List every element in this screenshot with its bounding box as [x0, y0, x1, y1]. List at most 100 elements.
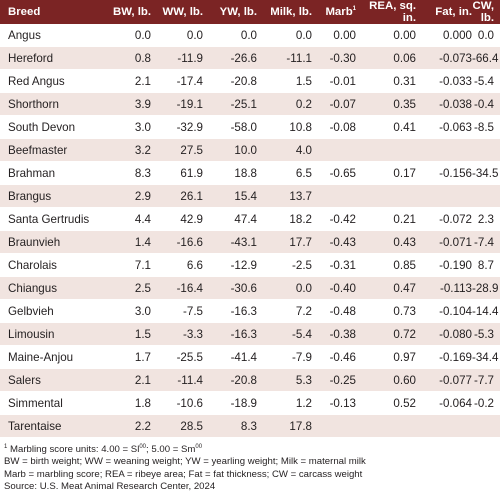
- column-header-ww: WW, lb.: [151, 0, 203, 24]
- cell-rea: 0.60: [356, 368, 416, 392]
- cell-yw: -12.9: [203, 253, 257, 277]
- table-row: Shorthorn 3.9 -19.1 -25.1 0.2 -0.07 0.35 -0.038…: [0, 92, 500, 116]
- cell-yw: -43.1: [203, 230, 257, 254]
- cell-milk: 18.2: [257, 207, 312, 231]
- cell-cw: -66.4: [472, 46, 500, 70]
- cell-fat: -0.064: [416, 391, 472, 415]
- cell-fat: -0.104: [416, 299, 472, 323]
- cell-cw: -7.4: [472, 230, 500, 254]
- table-row: Simmental 1.8 -10.6 -18.9 1.2 -0.13 0.52 -0.064…: [0, 391, 500, 415]
- marbling-note-mid: ; 5.00 = Sm: [146, 444, 196, 456]
- cell-ww: -17.4: [151, 69, 203, 93]
- cell-milk: 0.0: [257, 276, 312, 300]
- cell-breed: Gelbvieh: [0, 299, 112, 323]
- cell-rea: 0.35: [356, 92, 416, 116]
- cell-milk: 17.8: [257, 414, 312, 438]
- cell-breed: Shorthorn: [0, 92, 112, 116]
- cell-yw: -26.6: [203, 46, 257, 70]
- cell-fat: -0.072: [416, 207, 472, 231]
- cell-ww: -16.4: [151, 276, 203, 300]
- cell-ww: 27.5: [151, 138, 203, 162]
- cell-bw: 0.8: [112, 46, 151, 70]
- table-row: Charolais 7.1 6.6 -12.9 -2.5 -0.31 0.85 -0.190 8…: [0, 253, 500, 277]
- cell-ww: -16.6: [151, 230, 203, 254]
- cell-ww: 42.9: [151, 207, 203, 231]
- cell-breed: Braunvieh: [0, 230, 112, 254]
- table-row: Chiangus 2.5 -16.4 -30.6 0.0 -0.40 0.47 -0.113-…: [0, 276, 500, 300]
- cell-bw: 1.5: [112, 322, 151, 346]
- cell-bw: 3.0: [112, 299, 151, 323]
- cell-bw: 2.2: [112, 414, 151, 438]
- cell-milk: 0.2: [257, 92, 312, 116]
- cell-fat: -0.077: [416, 368, 472, 392]
- cell-milk: 0.0: [257, 24, 312, 47]
- cell-rea: 0.17: [356, 161, 416, 185]
- cell-ww: -10.6: [151, 391, 203, 415]
- cell-marb: [312, 138, 356, 162]
- sup-2: 00: [195, 444, 203, 450]
- cell-fat: -0.073: [416, 46, 472, 70]
- column-header-milk: Milk, lb.: [257, 0, 312, 24]
- cell-breed: Maine-Anjou: [0, 345, 112, 369]
- table-row: Tarentaise 2.2 28.5 8.3 17.8: [0, 414, 500, 438]
- cell-rea: 0.47: [356, 276, 416, 300]
- cell-rea: 0.21: [356, 207, 416, 231]
- cell-milk: 1.5: [257, 69, 312, 93]
- table-row: Braunvieh 1.4 -16.6 -43.1 17.7 -0.43 0.43 -0.07…: [0, 230, 500, 254]
- cell-ww: -25.5: [151, 345, 203, 369]
- cell-fat: -0.113: [416, 276, 472, 300]
- cell-bw: 3.2: [112, 138, 151, 162]
- cell-marb: [312, 184, 356, 208]
- cell-breed: Limousin: [0, 322, 112, 346]
- cell-bw: 3.0: [112, 115, 151, 139]
- cell-fat: [416, 138, 472, 162]
- cell-marb: -0.25: [312, 368, 356, 392]
- cell-breed: Santa Gertrudis: [0, 207, 112, 231]
- cell-rea: 0.52: [356, 391, 416, 415]
- cell-cw: 8.7: [472, 253, 500, 277]
- column-header-cw: CW, lb.: [472, 0, 500, 24]
- cell-yw: -30.6: [203, 276, 257, 300]
- cell-fat: -0.063: [416, 115, 472, 139]
- cell-milk: -2.5: [257, 253, 312, 277]
- cell-breed: Charolais: [0, 253, 112, 277]
- cell-marb: [312, 414, 356, 438]
- cell-bw: 1.7: [112, 345, 151, 369]
- cell-yw: -41.4: [203, 345, 257, 369]
- cell-bw: 1.8: [112, 391, 151, 415]
- cell-bw: 2.1: [112, 368, 151, 392]
- cell-yw: 0.0: [203, 24, 257, 47]
- cell-rea: 0.31: [356, 69, 416, 93]
- column-header-rea: REA, sq. in.: [356, 0, 416, 24]
- cell-rea: 0.85: [356, 253, 416, 277]
- cell-yw: -25.1: [203, 92, 257, 116]
- table-row: Santa Gertrudis 4.4 42.9 47.4 18.2 -0.42 0.21-…: [0, 207, 500, 231]
- cell-breed: Chiangus: [0, 276, 112, 300]
- cell-milk: 1.2: [257, 391, 312, 415]
- cell-cw: [472, 138, 500, 162]
- column-header-fat: Fat, in.: [416, 0, 472, 24]
- cell-marb: -0.01: [312, 69, 356, 93]
- cell-bw: 7.1: [112, 253, 151, 277]
- footnote-marker: 1: [4, 444, 8, 450]
- cell-breed: Salers: [0, 368, 112, 392]
- column-header-marb: Marb1: [312, 0, 356, 24]
- cell-marb: -0.08: [312, 115, 356, 139]
- cell-marb: -0.48: [312, 299, 356, 323]
- cell-breed: Brangus: [0, 184, 112, 208]
- cell-ww: 26.1: [151, 184, 203, 208]
- cell-breed: Angus: [0, 24, 112, 47]
- cell-ww: 6.6: [151, 253, 203, 277]
- cell-milk: 7.2: [257, 299, 312, 323]
- cell-ww: -3.3: [151, 322, 203, 346]
- cell-breed: Red Angus: [0, 69, 112, 93]
- cell-marb: -0.65: [312, 161, 356, 185]
- cell-ww: 28.5: [151, 414, 203, 438]
- cell-fat: -0.156: [416, 161, 472, 185]
- cell-yw: 15.4: [203, 184, 257, 208]
- footnote-marker: 1: [352, 6, 356, 13]
- cell-milk: 6.5: [257, 161, 312, 185]
- table-row: Brahman 8.3 61.9 18.8 6.5 -0.65 0.17 -0.156 -34.…: [0, 161, 500, 185]
- cell-rea: 0.43: [356, 230, 416, 254]
